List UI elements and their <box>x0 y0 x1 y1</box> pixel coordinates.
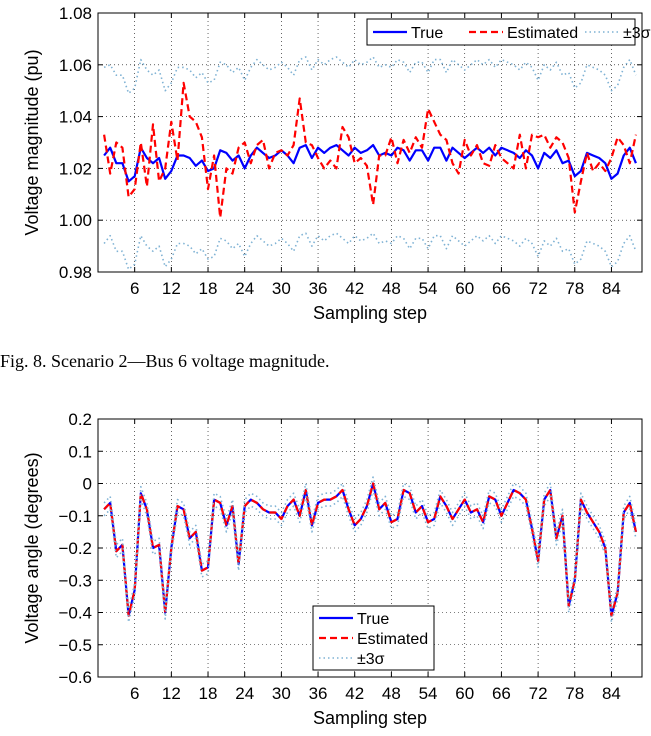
x-axis-label: Sampling step <box>313 708 427 728</box>
series-line-band <box>103 476 637 611</box>
y-tick-label: −0.2 <box>58 539 92 558</box>
axes-frame <box>97 12 643 273</box>
x-tick-label: 78 <box>565 684 584 703</box>
x-tick-label: 30 <box>272 684 291 703</box>
legend-label: Estimated <box>507 25 578 42</box>
y-tick-label: 0.1 <box>68 442 92 461</box>
x-tick-label: 78 <box>565 279 584 298</box>
legend: True Estimated ±3σ <box>312 605 435 671</box>
x-tick-label: 84 <box>602 279 621 298</box>
y-tick-label: 1.02 <box>59 159 92 178</box>
voltage-angle-chart: 6 12 18 24 30 36 42 48 54 60 66 72 78 84 −0.6 −0.5 −0.4 −… <box>22 410 643 728</box>
legend-label: Estimated <box>357 631 428 648</box>
y-axis-label: Voltage angle (degrees) <box>22 452 42 643</box>
y-tick-label: 0.98 <box>59 263 92 282</box>
y-tick-label: −0.4 <box>58 604 92 623</box>
x-tick-label: 42 <box>345 684 364 703</box>
figure-caption: Fig. 8. Scenario 2—Bus 6 voltage magnitu… <box>0 351 329 371</box>
x-tick-label: 36 <box>309 279 328 298</box>
x-tick-label: 66 <box>492 279 511 298</box>
x-tick-label: 6 <box>130 684 139 703</box>
series-line-band-lower <box>103 489 637 624</box>
series-line-estimated <box>103 482 637 617</box>
y-tick-label: 1.04 <box>59 108 92 127</box>
legend-label: ±3σ <box>357 651 385 668</box>
y-tick-label: 0.2 <box>68 410 92 429</box>
voltage-magnitude-chart: 6 12 18 24 30 36 42 48 54 60 66 72 78 84 0.98 1.00 1.02 1… <box>22 4 651 323</box>
x-tick-label: 72 <box>529 279 548 298</box>
x-tick-label: 84 <box>602 684 621 703</box>
y-tick-label: 1.08 <box>59 4 92 23</box>
legend-label: True <box>357 611 389 628</box>
x-tick-label: 54 <box>419 279 438 298</box>
x-tick-label: 42 <box>345 279 364 298</box>
legend-label: True <box>411 25 443 42</box>
x-tick-label: 54 <box>419 684 438 703</box>
x-tick-label: 66 <box>492 684 511 703</box>
legend-label: ±3σ <box>623 25 651 42</box>
x-tick-label: 12 <box>162 279 181 298</box>
series-line-true <box>103 144 637 183</box>
y-tick-label: −0.6 <box>58 668 92 687</box>
x-tick-label: 24 <box>235 684 254 703</box>
x-tick-label: 48 <box>382 684 401 703</box>
y-tick-label: −0.3 <box>58 571 92 590</box>
y-tick-label: −0.1 <box>58 507 92 526</box>
x-tick-label: 30 <box>272 279 291 298</box>
y-tick-label: 0 <box>83 475 92 494</box>
legend: True Estimated ±3σ <box>366 18 651 46</box>
x-tick-label: 48 <box>382 279 401 298</box>
y-tick-label: −0.5 <box>58 636 92 655</box>
x-axis-label: Sampling step <box>313 303 427 323</box>
series-line-estimated <box>103 81 637 219</box>
plot-area <box>98 13 642 272</box>
x-tick-label: 24 <box>235 279 254 298</box>
x-tick-label: 12 <box>162 684 181 703</box>
x-tick-label: 36 <box>309 684 328 703</box>
x-tick-label: 60 <box>455 279 474 298</box>
x-tick-label: 6 <box>130 279 139 298</box>
x-tick-label: 18 <box>199 684 218 703</box>
series-line-band <box>103 56 637 95</box>
y-tick-label: 1.00 <box>59 211 92 230</box>
x-tick-label: 60 <box>455 684 474 703</box>
y-tick-label: 1.06 <box>59 56 92 75</box>
x-tick-label: 72 <box>529 684 548 703</box>
y-axis-label: Voltage magnitude (pu) <box>22 49 42 235</box>
x-tick-label: 18 <box>199 279 218 298</box>
